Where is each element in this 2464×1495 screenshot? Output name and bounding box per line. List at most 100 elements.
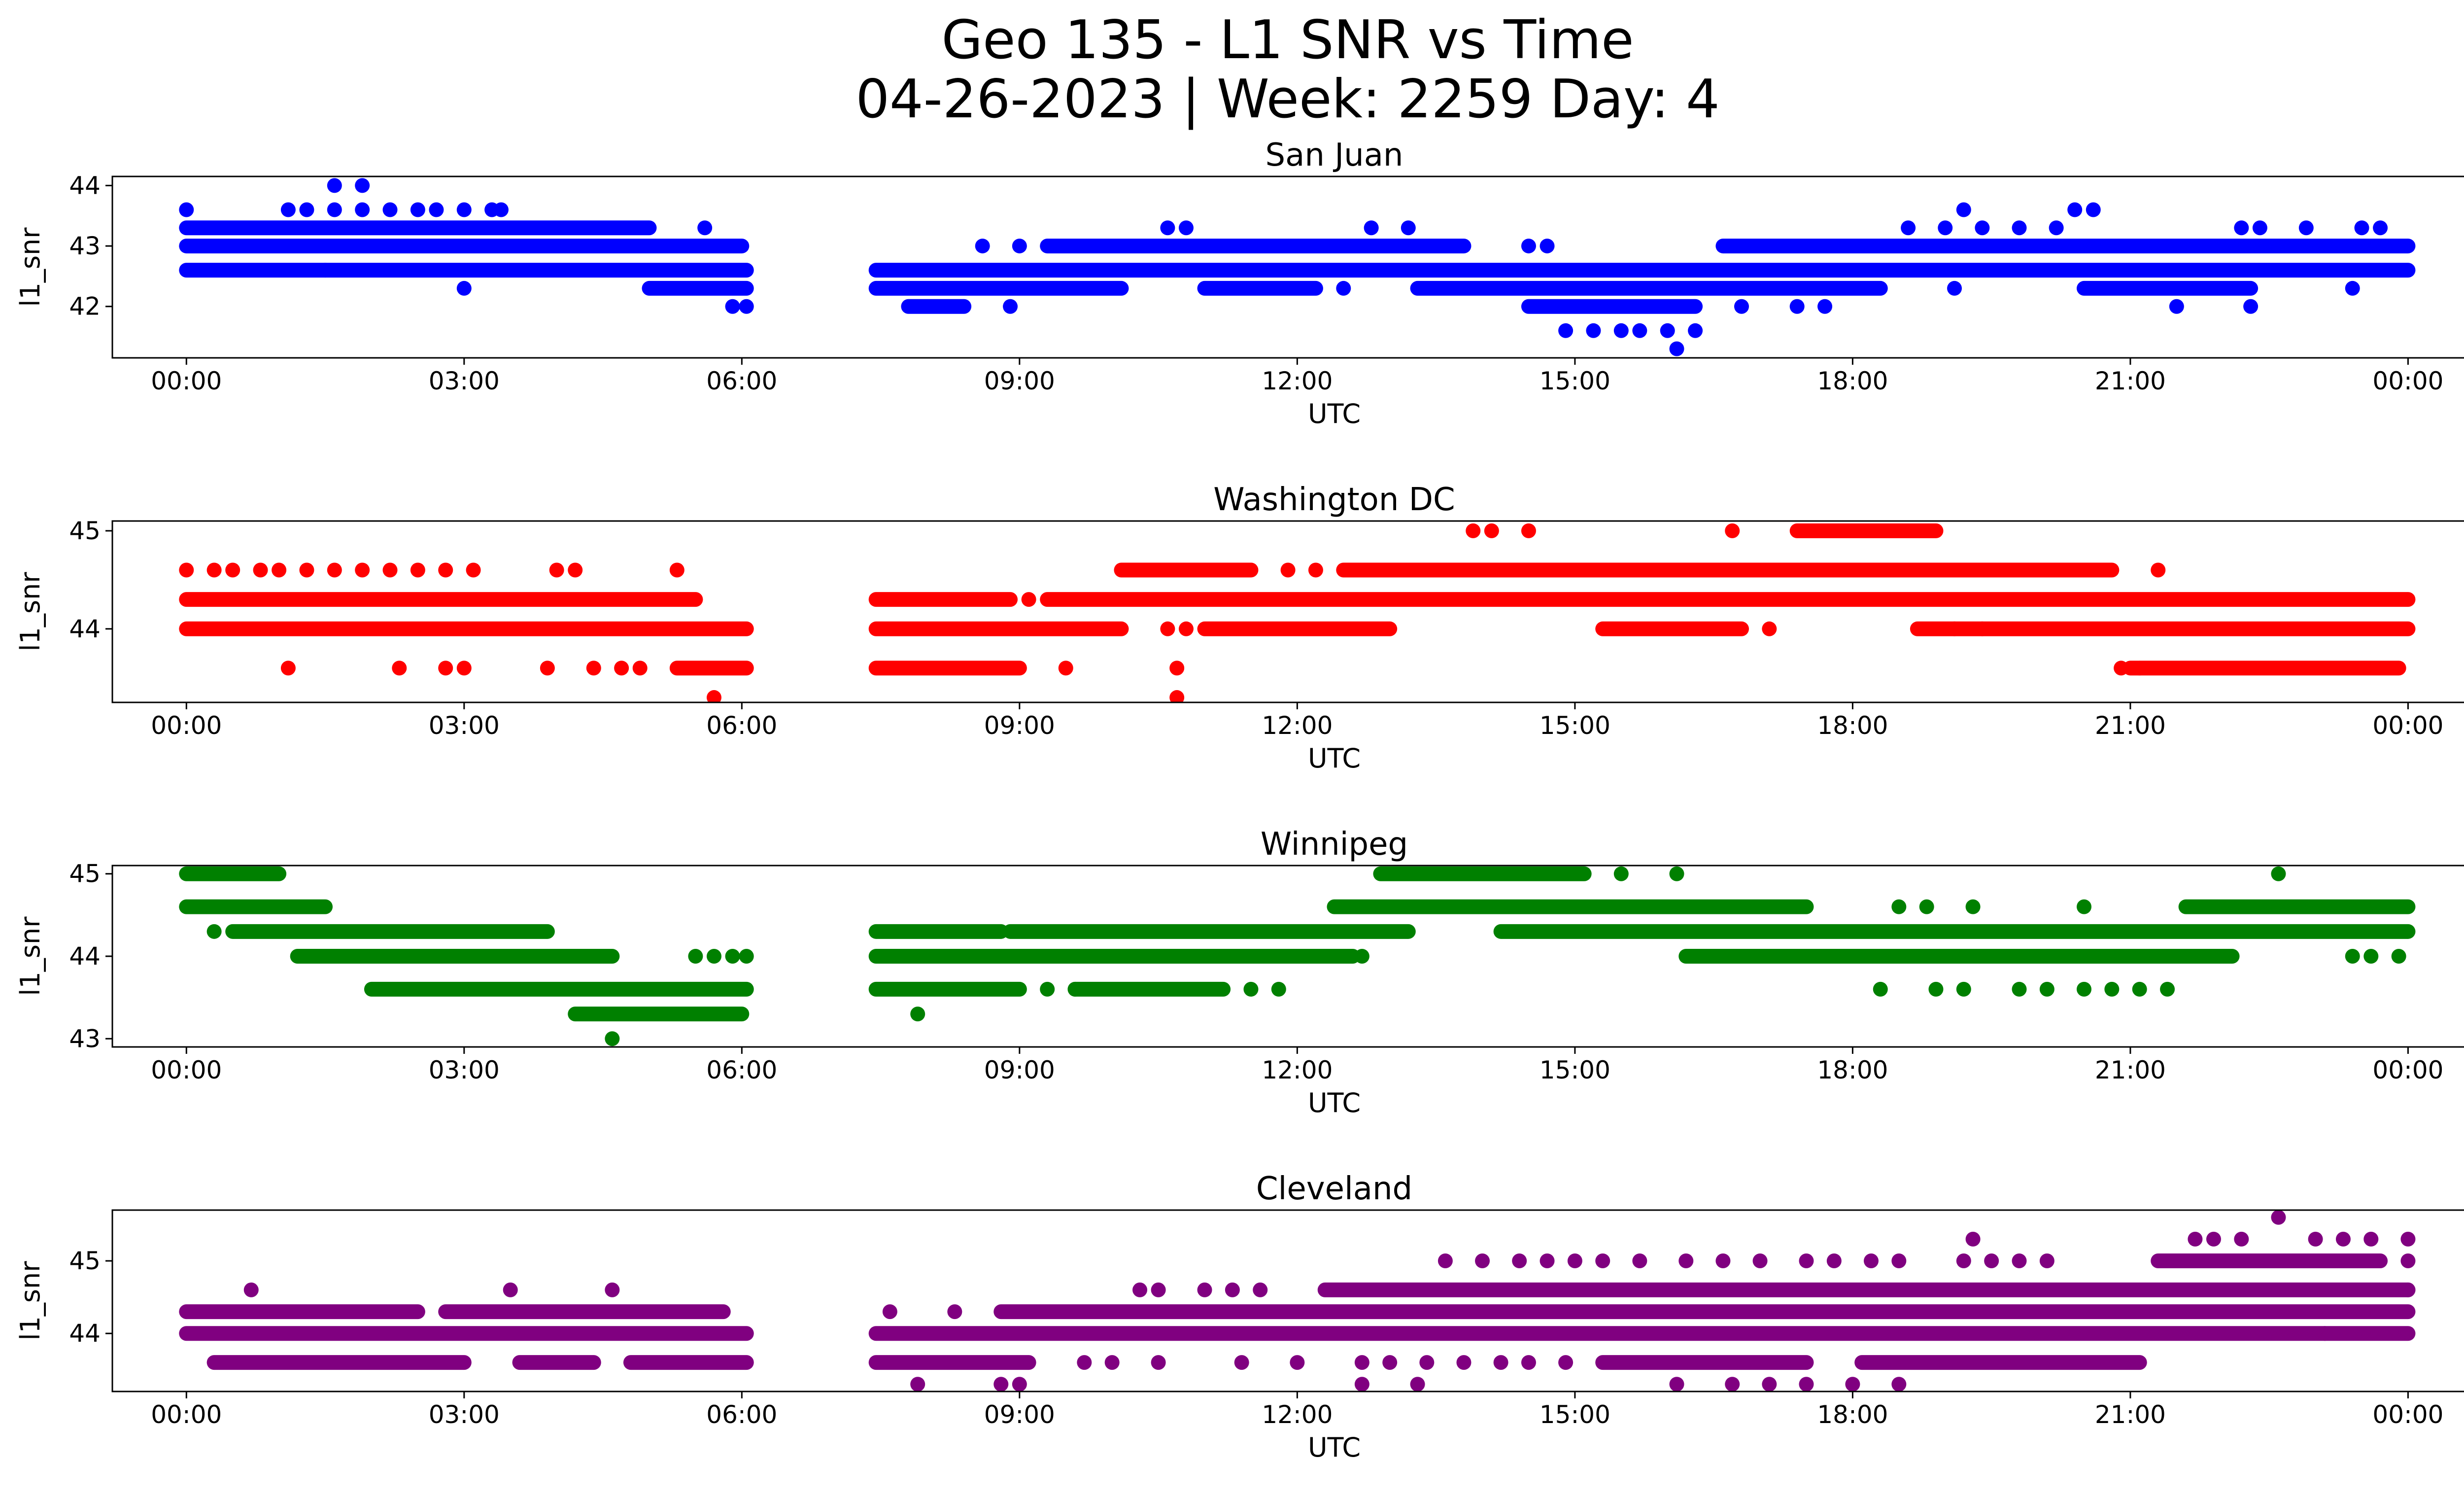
winnipeg-data-point [2271,866,2286,881]
cleveland-data-point [1419,1355,1435,1370]
san-juan-plot-frame [111,175,2464,359]
san-juan-data-point [2243,299,2259,314]
winnipeg-y-tick-label: 43 [69,1024,101,1053]
washington-dc-data-point [2151,562,2166,578]
cleveland-data-point [2012,1253,2027,1269]
cleveland-data-point [1956,1253,1971,1269]
cleveland-data-point [2308,1231,2323,1247]
san-juan-data-point [355,178,370,193]
winnipeg-data-point [910,1007,925,1022]
san-juan-data-point [739,299,754,314]
san-juan-data-point [280,202,296,217]
san-juan-data-point [2298,220,2314,236]
cleveland-data-point [1475,1253,1490,1269]
san-juan-data-point [382,202,398,217]
washington-dc-x-axis-label: UTC [1308,743,1361,774]
washington-dc-x-tick-label: 21:00 [2095,711,2166,740]
winnipeg-data-point [2132,981,2147,997]
san-juan-data-point [1817,299,1833,314]
cleveland-data-point [1799,1253,1814,1269]
san-juan-x-tick-label: 15:00 [1540,367,1610,395]
washington-dc-x-tick-label: 00:00 [151,711,222,740]
san-juan-data-point [1688,323,1703,338]
washington-dc-data-point [1725,523,1740,538]
washington-dc-data-point [540,661,555,676]
cleveland-x-tick-label: 00:00 [2372,1400,2443,1429]
cleveland-data-point [1225,1282,1240,1297]
washington-dc-x-tick-label: 09:00 [984,711,1055,740]
cleveland-data-point [1595,1253,1610,1269]
cleveland-data-point [503,1282,518,1297]
winnipeg-data-point [1067,981,1083,997]
washington-dc-data-point [1484,523,1499,538]
washington-dc-x-tick-label: 06:00 [706,711,777,740]
cleveland-data-point [1540,1253,1555,1269]
washington-dc-data-point [614,661,629,676]
figure-title: Geo 135 - L1 SNR vs Time 04-26-2023 | We… [0,11,2464,129]
winnipeg-data-point [1613,866,1629,881]
washington-dc-data-point [669,562,684,578]
san-juan-data-point [1364,220,1379,236]
washington-dc-data-point [1178,621,1194,636]
winnipeg-data-point [1873,981,1888,997]
washington-dc-panel: Washington DC 00:00 03:00 06:00 09:00 12:00 15… [15,482,2464,774]
san-juan-data-point [697,220,713,236]
cleveland-data-point [2363,1231,2379,1247]
winnipeg-data-point [1919,899,1934,914]
san-juan-data-point [1003,299,1018,314]
winnipeg-x-tick-label: 03:00 [429,1056,500,1084]
winnipeg-data-point [1965,899,1981,914]
san-juan-data-point [429,202,444,217]
san-juan-data-point [2012,220,2027,236]
winnipeg-x-tick-label: 06:00 [706,1056,777,1084]
cleveland-data-point [2188,1231,2203,1247]
washington-dc-data-point [206,562,222,578]
cleveland-data-point [2400,1253,2416,1269]
winnipeg-data-point [2391,949,2406,964]
san-juan-x-tick-label: 21:00 [2095,367,2166,395]
san-juan-data-point [2252,220,2267,236]
washington-dc-data-point [1058,661,1073,676]
san-juan-x-tick-label: 00:00 [151,367,222,395]
cleveland-plot-frame [111,1209,2464,1392]
winnipeg-data-point [2077,899,2092,914]
cleveland-data-point [1456,1355,1472,1370]
cleveland-data-point [1752,1253,1768,1269]
cleveland-data-point [1197,1282,1212,1297]
san-juan-y-tick-label: 43 [69,232,101,260]
winnipeg-data-point [2160,981,2175,997]
washington-dc-data-point [1521,523,1536,538]
washington-dc-data-point [280,661,296,676]
cleveland-x-tick-label: 06:00 [706,1400,777,1429]
cleveland-data-point [882,1304,897,1320]
san-juan-data-point [1521,239,1536,254]
cleveland-marks [179,1210,2416,1391]
washington-dc-plot-frame [111,520,2464,703]
washington-dc-data-point [272,562,287,578]
winnipeg-data-point [206,924,222,939]
cleveland-data-point [1132,1282,1148,1297]
san-juan-data-point [1586,323,1601,338]
winnipeg-data-point [2345,949,2360,964]
winnipeg-data-point [2077,981,2092,997]
san-juan-x-tick-label: 12:00 [1262,367,1333,395]
san-juan-data-point [318,263,333,278]
winnipeg-y-axis-label: l1_snr [15,916,46,996]
winnipeg-y-tick-label: 44 [69,942,101,971]
cleveland-data-point [1437,1253,1453,1269]
san-juan-data-point [1401,220,1416,236]
cleveland-data-point [1234,1355,1249,1370]
washington-dc-x-tick-label: 18:00 [1817,711,1888,740]
washington-dc-data-point [355,562,370,578]
washington-dc-data-point [1021,592,1036,607]
san-juan-data-point [1734,299,1749,314]
winnipeg-data-point [2012,981,2027,997]
san-juan-x-axis-label: UTC [1308,398,1361,429]
washington-dc-data-point [1169,661,1185,676]
winnipeg-data-point [706,949,721,964]
winnipeg-panel: Winnipeg 00:00 03:00 06:00 09:00 12:00 15:00 18… [15,826,2464,1118]
cleveland-data-point [1077,1355,1092,1370]
cleveland-data-point [2400,1282,2416,1297]
winnipeg-marks [179,866,2416,1046]
washington-dc-data-point [438,562,453,578]
